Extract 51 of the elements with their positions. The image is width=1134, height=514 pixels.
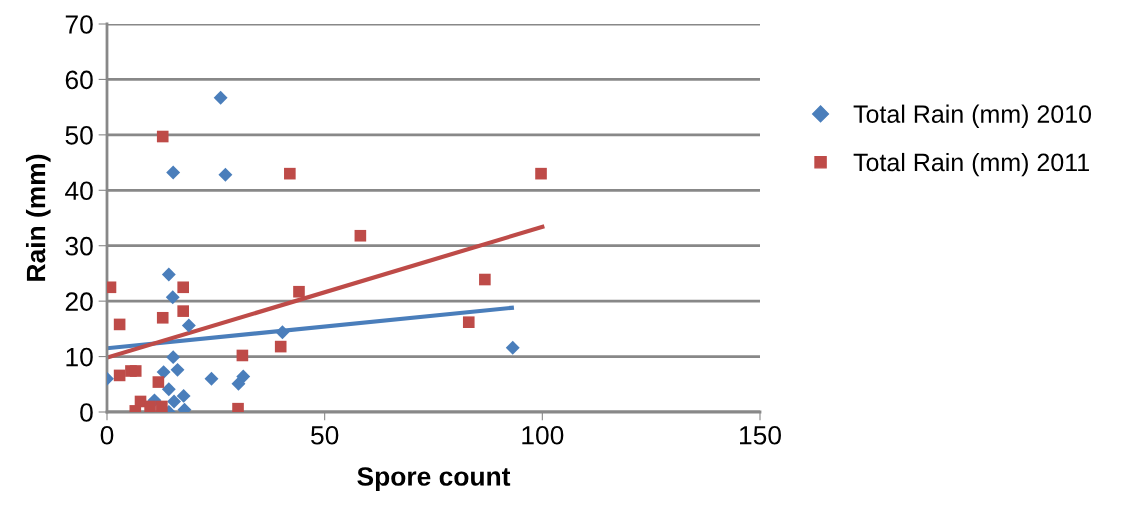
y-tick-label: 60 (65, 70, 93, 90)
y-tick-label: 30 (65, 236, 93, 256)
point (284, 167, 296, 180)
legend-label: Total Rain (mm) 2010 (853, 104, 1092, 128)
point (156, 130, 169, 143)
y-tick-label: 20 (65, 292, 93, 311)
x-axis-title: Spore count (357, 467, 511, 492)
point (274, 340, 287, 353)
point (170, 362, 185, 377)
point (479, 273, 491, 286)
point (161, 267, 176, 282)
point (165, 290, 180, 305)
y-tick-label: 10 (66, 347, 93, 367)
x-tick-label: 50 (311, 425, 339, 445)
legend-label: Total Rain (mm) 2011 (853, 152, 1089, 177)
point (354, 229, 367, 242)
point (113, 369, 126, 382)
point (156, 311, 169, 324)
point (181, 318, 196, 333)
point (275, 325, 290, 340)
point (113, 318, 126, 331)
point (156, 365, 171, 380)
point (166, 165, 181, 180)
point (236, 349, 249, 362)
y-tick-label: 40 (65, 181, 93, 201)
point (152, 376, 165, 388)
point (166, 350, 181, 365)
point (177, 305, 189, 317)
y-tick-label: 70 (65, 15, 93, 34)
point (213, 90, 228, 105)
point (204, 371, 219, 386)
x-tick-label: 0 (100, 425, 114, 445)
point (156, 400, 168, 412)
x-tick-label: 100 (522, 425, 564, 445)
point (293, 285, 305, 298)
point (232, 402, 244, 412)
point (462, 316, 475, 329)
point (161, 382, 176, 397)
point (129, 365, 142, 377)
point (231, 376, 246, 391)
point (144, 400, 156, 412)
point (177, 281, 189, 294)
point (218, 167, 233, 182)
y-tick-label: 0 (80, 403, 93, 422)
point (535, 167, 547, 180)
point (167, 394, 181, 409)
y-tick-label: 50 (65, 125, 93, 145)
point (176, 388, 191, 403)
y-axis-title: Rain (mm) (25, 154, 51, 281)
point (505, 340, 520, 355)
x-tick-label: 150 (740, 425, 781, 445)
